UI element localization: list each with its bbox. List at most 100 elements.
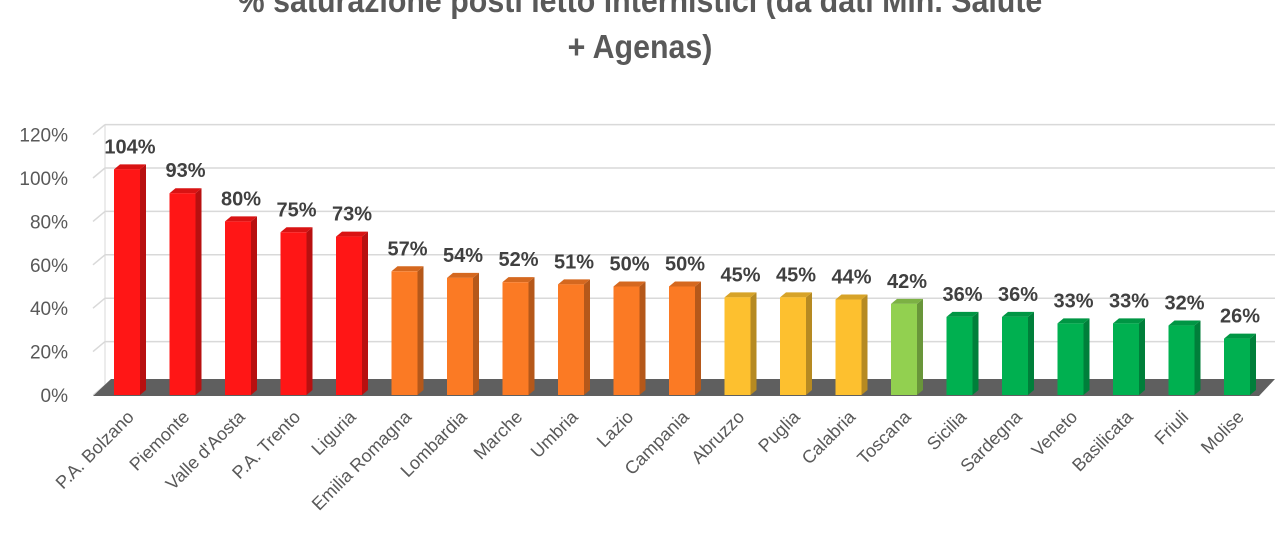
data-label: 75% xyxy=(276,199,316,221)
bar-side xyxy=(251,216,257,395)
x-tick-label: Toscana xyxy=(853,406,915,468)
bar-top xyxy=(169,188,202,194)
bar xyxy=(1224,338,1250,395)
bar-side xyxy=(806,292,812,395)
bar-side xyxy=(473,272,479,395)
x-tick-label: Liguria xyxy=(307,406,360,459)
data-label: 50% xyxy=(609,254,649,276)
data-label: 36% xyxy=(998,284,1038,306)
x-tick-label: Veneto xyxy=(1028,407,1082,461)
gridline-depth xyxy=(92,167,106,179)
chart-title-line-1: % saturazione posti letto internistici (… xyxy=(237,0,1043,19)
bar-top xyxy=(946,311,979,317)
x-tick-label: Marche xyxy=(470,407,527,464)
x-tick-label: Emilia Romagna xyxy=(308,406,416,514)
bar-side xyxy=(917,298,923,395)
bar-top xyxy=(669,281,701,287)
data-label: 45% xyxy=(720,264,760,286)
x-tick-label: Calabria xyxy=(798,406,860,468)
y-tick-label: 80% xyxy=(30,212,68,233)
gridline-depth xyxy=(92,254,106,266)
bar xyxy=(835,299,862,395)
bar-side xyxy=(972,311,979,395)
data-label: 51% xyxy=(554,251,594,273)
bar xyxy=(1057,323,1084,395)
bar-side xyxy=(695,281,701,395)
bar-side xyxy=(1083,318,1090,395)
data-label: 57% xyxy=(387,238,427,260)
bar-top xyxy=(336,231,368,237)
bar-top xyxy=(114,164,146,170)
bar xyxy=(336,236,362,395)
y-tick-label: 0% xyxy=(41,386,69,407)
x-tick-label: Molise xyxy=(1197,407,1248,458)
bar xyxy=(447,277,473,395)
bar xyxy=(169,193,196,395)
gridline-depth xyxy=(92,210,106,222)
bar-top xyxy=(1224,333,1256,339)
bar-side xyxy=(639,281,646,395)
bar-side xyxy=(861,294,868,395)
y-tick-label: 60% xyxy=(30,256,68,277)
x-tick-label: P.A. Bolzano xyxy=(52,407,138,493)
data-label: 36% xyxy=(942,284,982,306)
bar-side xyxy=(195,188,202,395)
data-label: 93% xyxy=(165,160,205,182)
x-tick-label: Abruzzo xyxy=(687,407,748,468)
bar-top xyxy=(391,266,424,272)
bar-side xyxy=(1250,333,1256,395)
bar xyxy=(225,221,251,395)
bar xyxy=(891,303,917,395)
bar xyxy=(724,297,751,395)
x-tick-label: Lazio xyxy=(593,407,638,452)
bar xyxy=(391,271,418,395)
bar xyxy=(1002,316,1028,395)
y-tick-label: 20% xyxy=(30,343,68,364)
y-tick-label: 100% xyxy=(19,169,68,190)
y-tick-label: 120% xyxy=(19,126,68,147)
bar xyxy=(114,169,140,395)
bar xyxy=(613,286,640,395)
bar-top xyxy=(280,227,313,233)
bar-top xyxy=(780,292,812,298)
data-label: 33% xyxy=(1109,290,1149,312)
bar-top xyxy=(558,279,590,285)
gridline-depth xyxy=(92,341,106,353)
data-label: 45% xyxy=(776,264,816,286)
data-label: 26% xyxy=(1220,306,1260,328)
x-tick-label: Puglia xyxy=(754,406,804,456)
bar-top xyxy=(502,277,535,283)
data-label: 44% xyxy=(831,267,871,289)
bar-side xyxy=(584,279,590,395)
gridline-depth xyxy=(92,297,106,309)
bar xyxy=(780,297,806,395)
bar xyxy=(1168,325,1195,395)
bar-side xyxy=(1139,318,1145,395)
bar-top xyxy=(225,216,257,222)
data-label: 33% xyxy=(1053,290,1093,312)
bar-top xyxy=(1002,311,1034,317)
chart-title: % saturazione posti letto internistici (… xyxy=(51,0,1229,70)
bar xyxy=(1113,323,1139,395)
bar-top xyxy=(613,281,646,287)
data-label: 80% xyxy=(221,188,261,210)
bar-side xyxy=(417,266,424,395)
bar-top xyxy=(1057,318,1090,324)
bar-side xyxy=(1194,320,1201,395)
bar-side xyxy=(528,277,535,395)
chart-title-line-2: + Agenas) xyxy=(567,28,713,65)
data-label: 104% xyxy=(104,136,155,158)
x-tick-label: Friuli xyxy=(1151,407,1193,449)
bar-top xyxy=(1113,318,1145,324)
bar-side xyxy=(750,292,757,395)
bar-top xyxy=(447,272,479,278)
data-label: 73% xyxy=(332,204,372,226)
bar-top xyxy=(724,292,757,298)
data-label: 42% xyxy=(887,271,927,293)
y-tick-label: 40% xyxy=(30,299,68,320)
data-label: 52% xyxy=(498,249,538,271)
bar xyxy=(502,282,529,395)
x-tick-label: Sicilia xyxy=(923,406,971,454)
gridline-depth xyxy=(92,124,106,136)
bar xyxy=(280,232,307,395)
